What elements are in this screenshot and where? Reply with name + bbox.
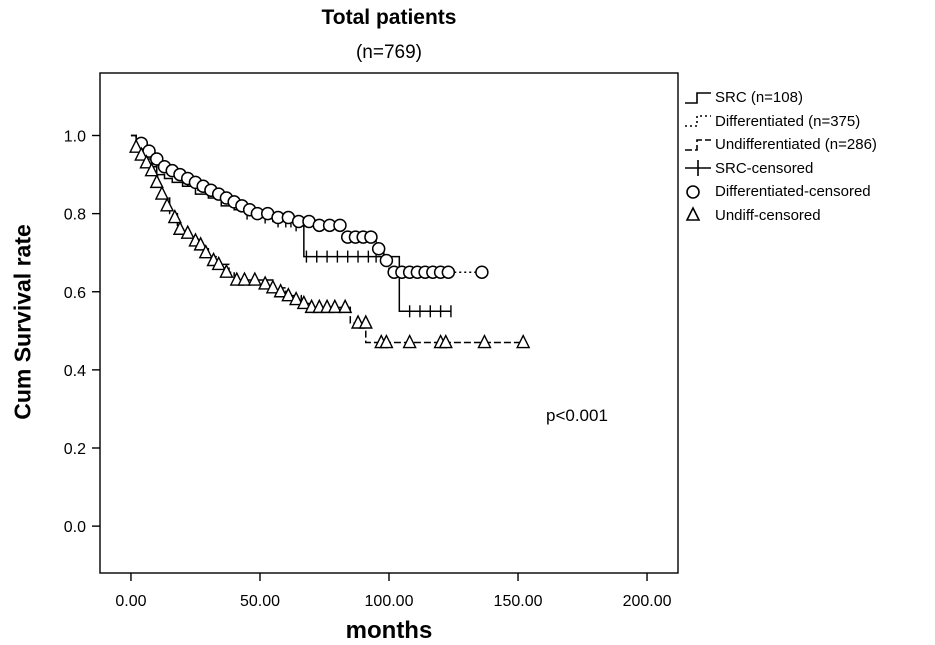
y-tick-label: 1.0: [64, 129, 86, 146]
censor-mark-circle: [441, 265, 456, 279]
censor-mark-triangle: [154, 185, 170, 200]
censor-mark-triangle: [149, 173, 164, 189]
censor-mark-triangle: [379, 333, 394, 349]
censor-mark-triangle: [402, 333, 417, 349]
legend-label: SRC (n=108): [715, 89, 803, 107]
censor-mark-triangle: [180, 224, 195, 239]
x-tick-label: 0.00: [115, 593, 146, 610]
legend-label: Differentiated-censored: [715, 183, 871, 201]
y-tick-label: 0.4: [64, 363, 86, 380]
legend-item-undifferentiated: Undifferentiated (n=286): [683, 133, 877, 157]
x-tick-label: 200.00: [623, 593, 672, 610]
y-tick-label: 0.2: [64, 441, 86, 458]
censor-mark-circle: [379, 253, 394, 268]
censor-mark-triangle: [438, 333, 453, 349]
censor-mark-triangle: [288, 290, 304, 306]
chart-title: Total patients: [321, 6, 457, 29]
plot-frame: [99, 72, 679, 574]
censor-mark-triangle: [219, 263, 234, 278]
censor-mark-circle: [364, 230, 378, 244]
censor-mark-triangle: [296, 294, 311, 310]
censor-mark-triangle: [139, 154, 154, 169]
censor-mark-triangle: [338, 298, 353, 314]
censor-mark-triangle: [281, 287, 296, 302]
legend-label: Undifferentiated (n=286): [715, 136, 877, 154]
y-tick-label: 0.6: [64, 285, 86, 302]
legend-label: Differentiated (n=375): [715, 112, 861, 130]
p-value-annotation: p<0.001: [546, 406, 608, 425]
legend-item-undiff-censored: Undiff-censored: [683, 204, 877, 228]
legend-item-src-censored: SRC-censored: [683, 157, 877, 181]
legend: SRC (n=108) Differentiated (n=375) Undif…: [683, 86, 877, 227]
censor-mark-triangle: [159, 197, 175, 212]
legend-item-src: SRC (n=108): [683, 86, 877, 110]
x-tick-label: 100.00: [365, 593, 414, 610]
censor-mark-triangle: [516, 333, 531, 349]
censor-mark-triangle: [247, 271, 262, 286]
censor-mark-triangle: [273, 283, 288, 298]
x-axis-label: months: [345, 617, 433, 644]
censor-mark-triangle: [172, 220, 188, 235]
legend-symbol-undifferentiated: [685, 138, 711, 151]
legend-label: Undiff-censored: [715, 206, 821, 224]
y-tick-label: 0.0: [64, 519, 86, 536]
legend-label: SRC-censored: [715, 159, 814, 177]
censor-mark-triangle: [358, 314, 373, 329]
censor-mark-circle: [150, 152, 164, 166]
y-tick-label: 0.8: [64, 207, 86, 224]
legend-symbol-plus: [685, 160, 711, 177]
legend-symbol-circle: [686, 184, 700, 199]
censor-mark-triangle: [144, 162, 159, 177]
legend-item-differentiated-censored: Differentiated-censored: [683, 180, 877, 204]
chart-subtitle: (n=769): [355, 42, 423, 63]
censor-mark-triangle: [193, 236, 208, 251]
legend-item-differentiated: Differentiated (n=375): [683, 110, 877, 134]
x-tick-label: 150.00: [494, 593, 543, 610]
censor-mark-triangle: [128, 138, 144, 153]
censor-mark-triangle: [477, 333, 492, 349]
censor-mark-triangle: [265, 279, 281, 294]
x-tick-label: 50.00: [240, 593, 280, 610]
legend-symbol-triangle: [685, 206, 701, 222]
censor-mark-circle: [475, 265, 489, 279]
censor-mark-triangle: [258, 275, 273, 290]
legend-symbol-differentiated: [685, 115, 711, 128]
censor-mark-triangle: [167, 208, 182, 224]
censor-mark-triangle: [198, 244, 213, 259]
censor-mark-triangle: [237, 271, 252, 286]
legend-symbol-src: [685, 91, 711, 104]
censor-mark-triangle: [134, 146, 149, 161]
censor-mark-circle: [333, 218, 347, 233]
censor-mark-circle: [371, 242, 386, 256]
censor-mark-triangle: [327, 298, 342, 314]
censor-mark-triangle: [211, 255, 226, 271]
